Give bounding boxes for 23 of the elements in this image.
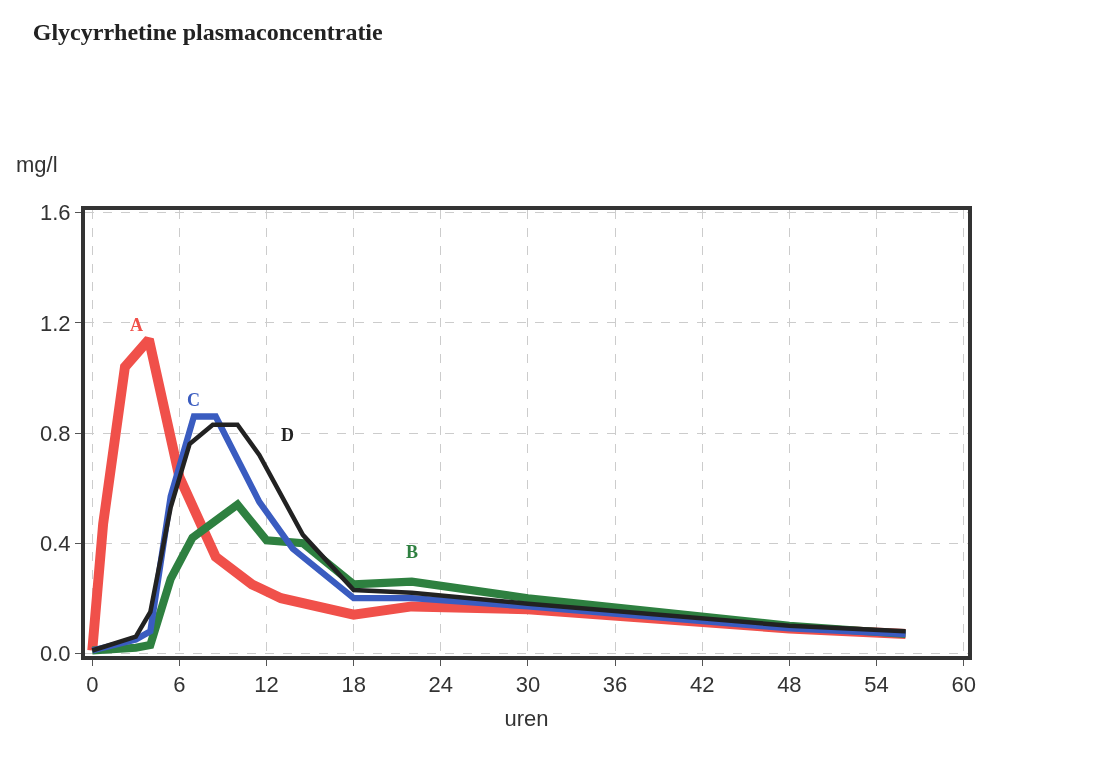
x-axis-title: uren: [504, 705, 549, 731]
series-label: A: [130, 315, 143, 335]
chart-title: Glycyrrhetine plasmaconcentratie: [32, 18, 384, 45]
x-tick-label: 12: [254, 672, 279, 698]
x-tick-label: 30: [515, 672, 541, 698]
x-tick-label: 18: [341, 672, 366, 698]
y-tick-label: 1.2: [40, 310, 71, 336]
series-label: D: [281, 425, 294, 445]
y-tick-label: 0.4: [40, 530, 71, 556]
y-axis-title: mg/l: [16, 152, 58, 177]
x-tick-label: 54: [864, 672, 889, 698]
x-tick-label: 0: [86, 672, 99, 698]
x-tick-label: 24: [428, 672, 454, 698]
x-tick-label: 48: [777, 672, 802, 698]
x-tick-label: 60: [951, 672, 976, 698]
x-tick-label: 42: [689, 672, 715, 698]
x-tick-label: 6: [173, 672, 186, 698]
y-tick-label: 0.0: [40, 640, 71, 666]
x-tick-label: 36: [602, 672, 628, 698]
series-label: B: [406, 542, 419, 562]
y-tick-label: 1.6: [40, 200, 71, 226]
y-tick-label: 0.8: [40, 420, 71, 446]
series-label: C: [187, 390, 200, 410]
